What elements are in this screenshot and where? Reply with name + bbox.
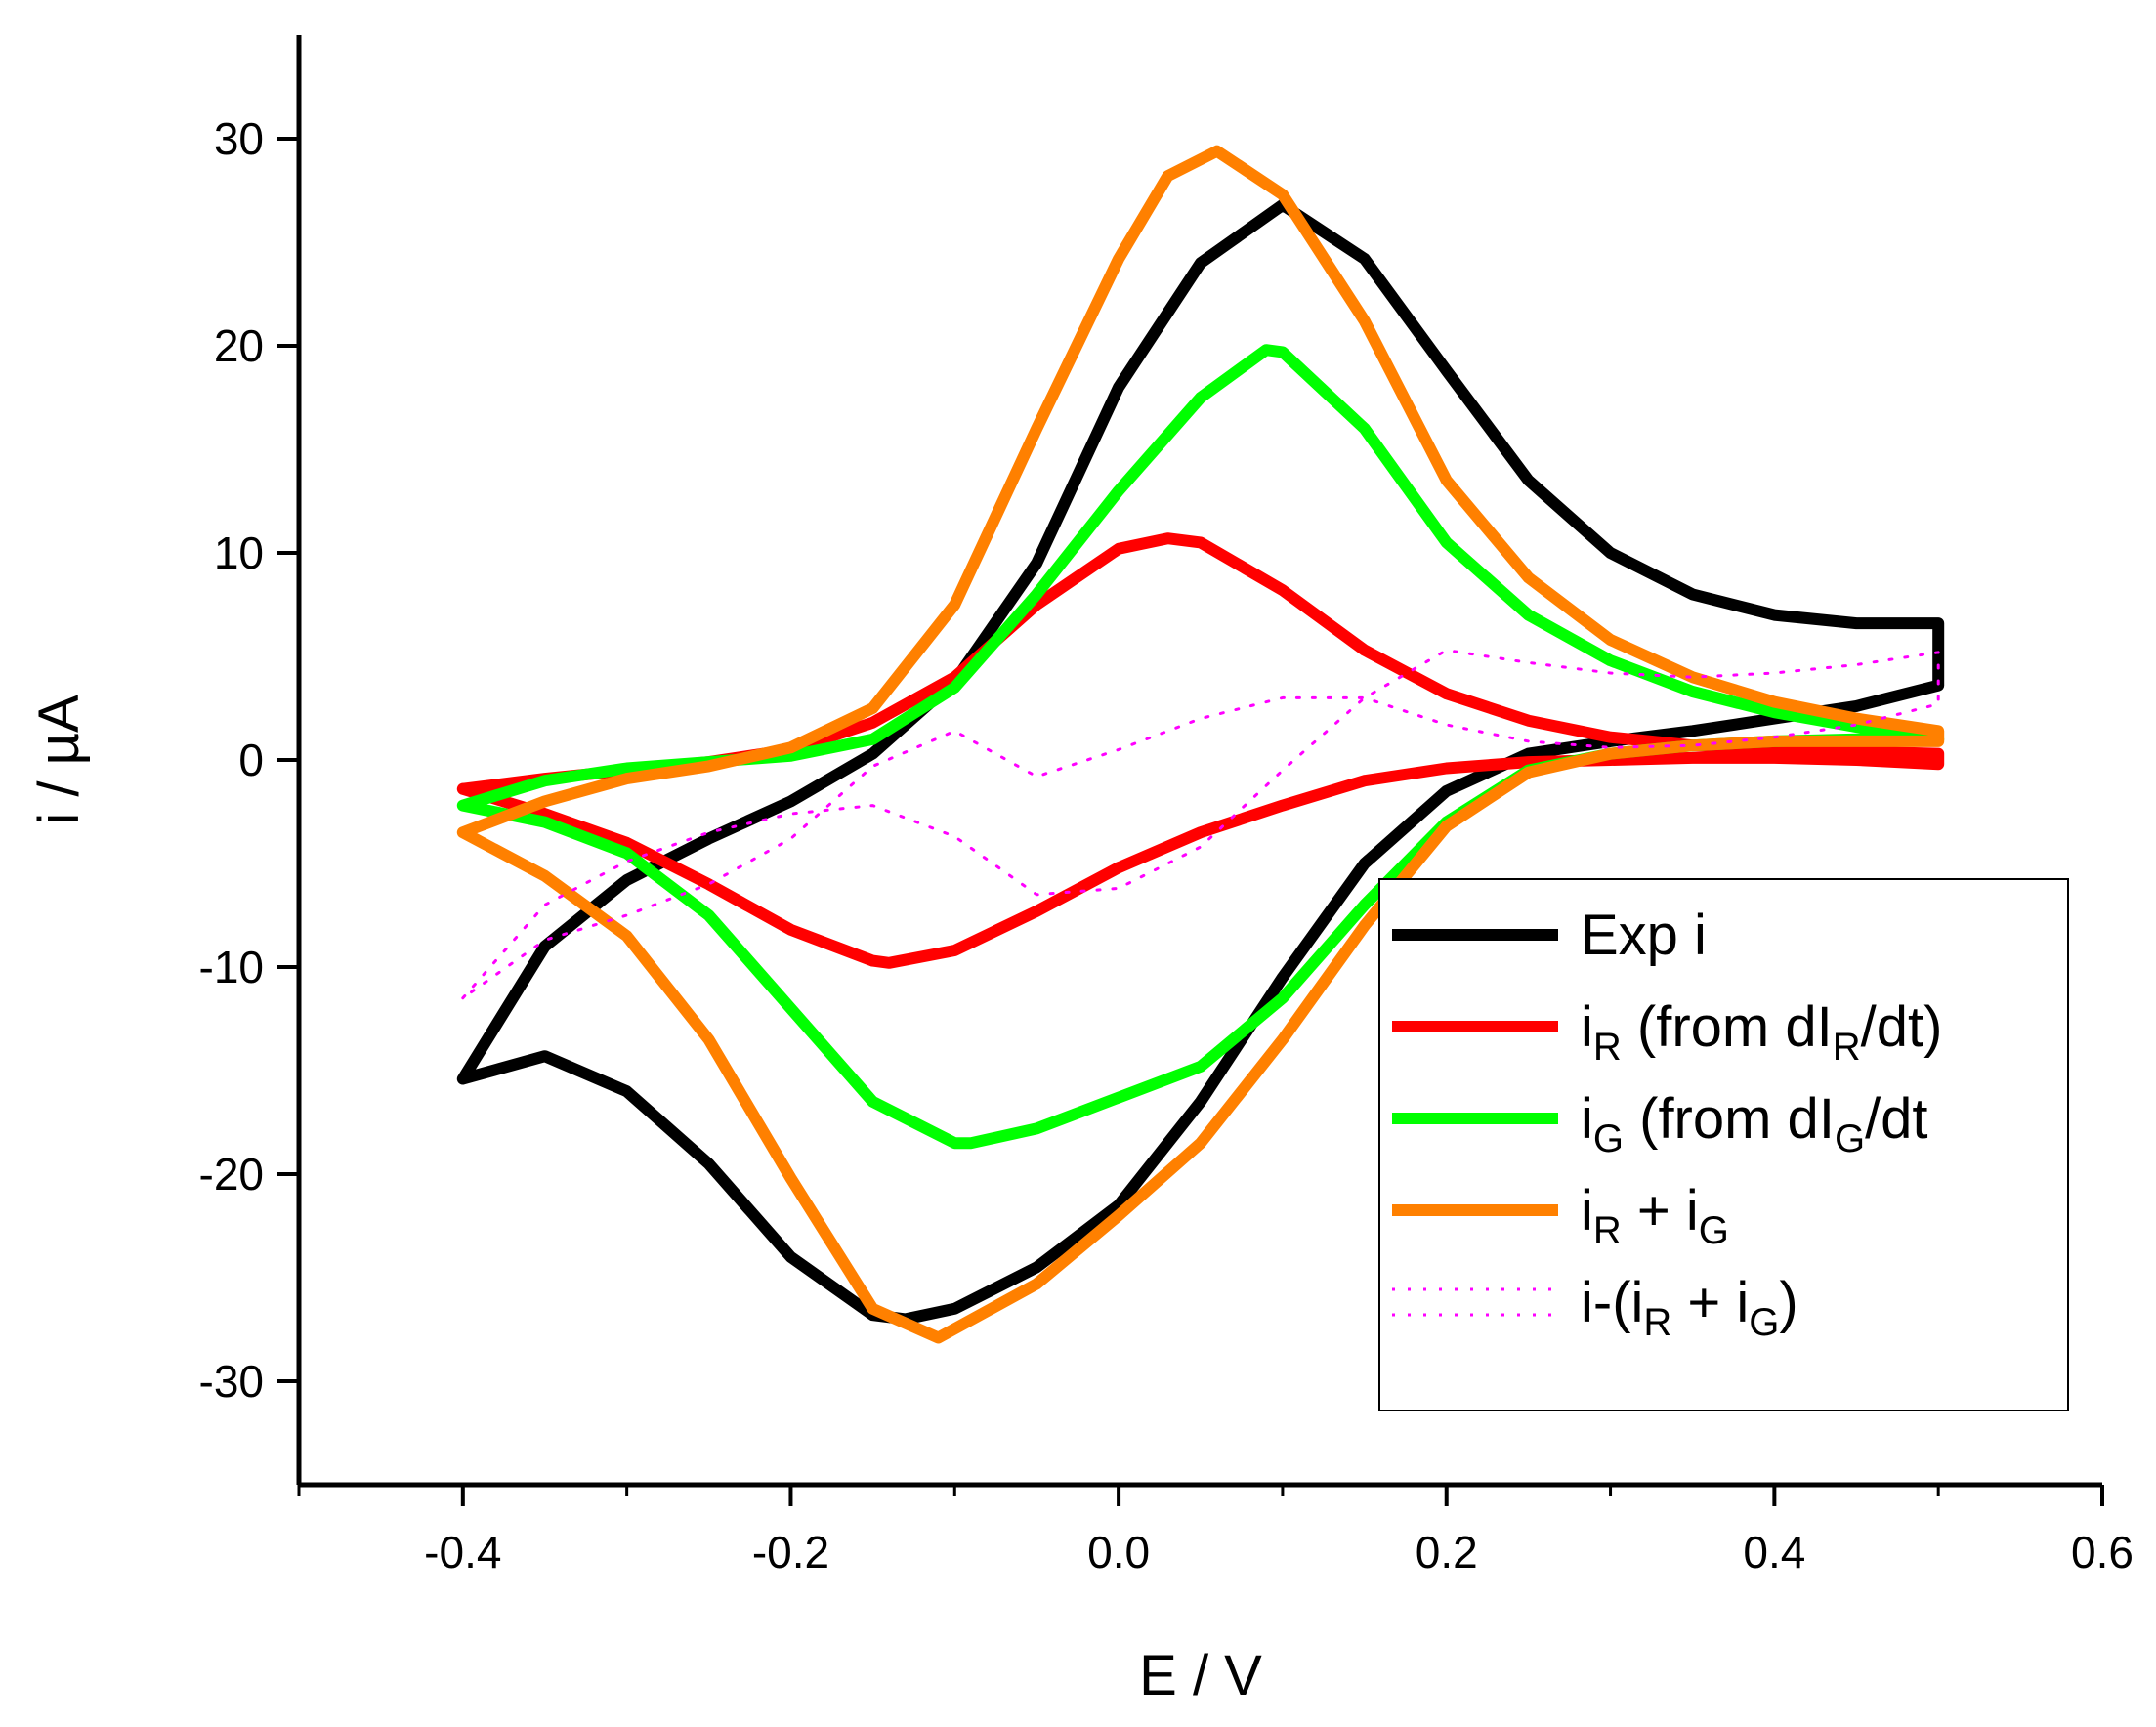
x-ticks: -0.4 -0.2 0.0 0.2 0.4 0.6 bbox=[297, 1485, 2134, 1578]
legend: Exp i iR​ (from dIR​/dt) iG​ (from dIG​/dt… bbox=[1378, 878, 2069, 1411]
legend-text-part: i-(i bbox=[1581, 1271, 1643, 1334]
legend-label-1: Exp i bbox=[1581, 904, 1707, 967]
y-tick-label: 20 bbox=[214, 320, 264, 371]
legend-text-part: (from dI bbox=[1622, 995, 1833, 1059]
legend-label-3: iG​ (from dIG​/dt bbox=[1581, 1087, 1928, 1160]
legend-subscript: R bbox=[1643, 1301, 1671, 1344]
plot-area bbox=[456, 145, 1945, 1344]
legend-text-part: (from dI bbox=[1624, 1087, 1835, 1151]
legend-label-4: iR​ + iG​ bbox=[1581, 1179, 1729, 1252]
legend-subscript: G bbox=[1749, 1301, 1779, 1344]
legend-text-part: /dt) bbox=[1861, 995, 1943, 1059]
legend-subscript: G bbox=[1699, 1209, 1729, 1252]
series-line-4 bbox=[456, 145, 1945, 1344]
y-axis-title: i / µA bbox=[27, 695, 91, 825]
y-tick-label: -20 bbox=[199, 1149, 264, 1200]
y-tick-label: 30 bbox=[214, 113, 264, 164]
y-tick-label: 10 bbox=[214, 527, 264, 578]
series-line-1 bbox=[456, 198, 1945, 1326]
x-tick-label: 0.0 bbox=[1087, 1527, 1150, 1578]
y-tick-label: -10 bbox=[199, 942, 264, 992]
legend-items: Exp i iR​ (from dIR​/dt) iG​ (from dIG​/dt… bbox=[1392, 904, 1942, 1344]
legend-text-part: i bbox=[1581, 995, 1593, 1059]
y-ticks: -30 -20 -10 0 10 20 30 bbox=[199, 113, 299, 1407]
legend-label-2: iR​ (from dIR​/dt) bbox=[1581, 995, 1942, 1069]
x-tick-label: -0.4 bbox=[424, 1527, 501, 1578]
legend-text-part: + i bbox=[1622, 1179, 1699, 1243]
legend-subscript: G bbox=[1593, 1117, 1624, 1160]
legend-label-5: i-(iR​ + iG​) bbox=[1581, 1271, 1798, 1344]
x-tick-label: 0.4 bbox=[1743, 1527, 1805, 1578]
x-axis-title: E / V bbox=[1139, 1644, 1262, 1707]
legend-subscript: R bbox=[1833, 1026, 1861, 1069]
legend-text-part: + i bbox=[1671, 1271, 1749, 1334]
y-tick-label: 0 bbox=[238, 735, 264, 785]
y-tick-label: -30 bbox=[199, 1356, 264, 1407]
legend-subscript: R bbox=[1593, 1209, 1622, 1252]
legend-text-part: ) bbox=[1779, 1271, 1797, 1334]
legend-text-part: Exp i bbox=[1581, 904, 1707, 967]
x-tick-label: 0.6 bbox=[2071, 1527, 2134, 1578]
legend-text-part: i bbox=[1581, 1179, 1593, 1243]
legend-box bbox=[1378, 878, 2069, 1411]
legend-subscript: R bbox=[1593, 1026, 1622, 1069]
legend-subscript: G bbox=[1835, 1117, 1865, 1160]
x-tick-label: -0.2 bbox=[752, 1527, 829, 1578]
x-tick-label: 0.2 bbox=[1416, 1527, 1478, 1578]
legend-text-part: i bbox=[1581, 1087, 1593, 1151]
legend-text-part: /dt bbox=[1865, 1087, 1928, 1151]
